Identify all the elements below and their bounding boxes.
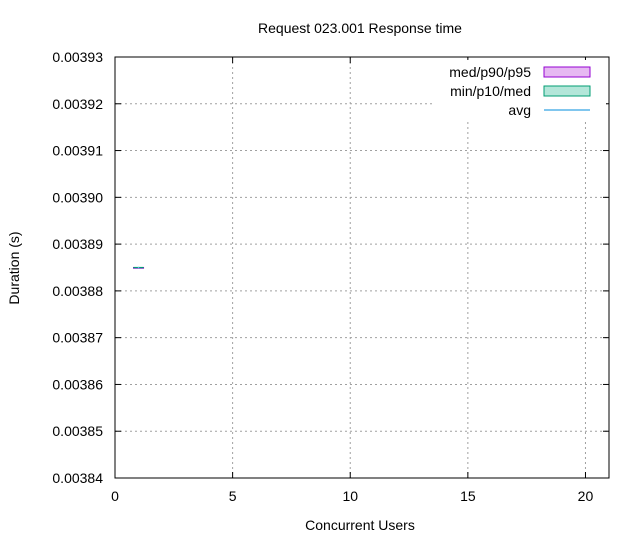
x-tick-label: 20 (578, 488, 594, 504)
y-axis-ticks: 0.00384 0.00385 0.00386 0.00387 0.00388 0.003… (52, 49, 609, 486)
x-tick-label: 15 (460, 488, 476, 504)
y-tick-label: 0.00390 (52, 189, 103, 205)
legend-label: min/p10/med (450, 83, 531, 99)
legend-swatch-box (543, 66, 591, 78)
legend-swatch-box (543, 85, 591, 97)
y-tick-label: 0.00391 (52, 143, 103, 159)
grid-lines (115, 57, 609, 478)
plot-frame (114, 56, 610, 479)
y-tick-label: 0.00387 (52, 330, 103, 346)
y-tick-label: 0.00393 (52, 49, 103, 65)
y-tick-label: 0.00386 (52, 376, 103, 392)
avg-point (137, 266, 140, 269)
chart-title: Request 023.001 Response time (258, 20, 462, 36)
x-tick-label: 5 (229, 488, 237, 504)
y-tick-label: 0.00388 (52, 283, 103, 299)
x-tick-label: 0 (111, 488, 119, 504)
y-axis-label: Duration (s) (6, 231, 22, 304)
legend: med/p90/p95 min/p10/med avg (432, 60, 606, 122)
legend-label: med/p90/p95 (449, 64, 531, 80)
y-tick-label: 0.00389 (52, 236, 103, 252)
data-layer (133, 266, 145, 269)
legend-label: avg (508, 102, 531, 118)
x-axis-ticks: 0 5 10 15 20 (111, 57, 593, 504)
y-tick-label: 0.00384 (52, 470, 103, 486)
x-axis-label: Concurrent Users (305, 517, 415, 533)
x-tick-label: 10 (342, 488, 358, 504)
y-tick-label: 0.00392 (52, 96, 103, 112)
y-tick-label: 0.00385 (52, 423, 103, 439)
